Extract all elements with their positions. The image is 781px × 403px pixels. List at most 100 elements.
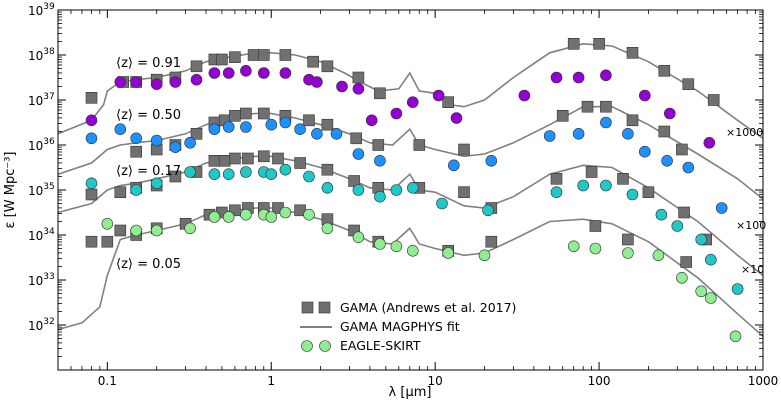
eagle-point (447, 159, 460, 172)
legend-eagle-marker-2 (319, 340, 331, 352)
gama-point (208, 155, 221, 167)
gama-point (169, 170, 182, 183)
eagle-point (184, 137, 196, 149)
y-tick-label: 1033 (28, 272, 55, 288)
eagle-point (715, 202, 728, 214)
gama-point (229, 204, 241, 217)
gama-point (101, 235, 114, 248)
eagle-point (279, 116, 292, 129)
eagle-point (704, 253, 717, 266)
eagle-point (482, 204, 494, 217)
gama-point (374, 87, 386, 100)
eagle-point (150, 78, 163, 90)
gama-point (85, 235, 98, 248)
gama-point (257, 49, 270, 61)
gama-point (682, 78, 695, 90)
gama-point (485, 235, 498, 248)
gama-point (257, 107, 270, 120)
eagle-point (622, 247, 634, 259)
eagle-point (703, 137, 716, 149)
gama-point (676, 143, 688, 156)
eagle-point (130, 132, 142, 145)
scale-factor-label: ×100 (736, 219, 766, 232)
eagle-point (303, 170, 315, 183)
eagle-point (655, 208, 668, 221)
legend-eagle-marker-1 (301, 340, 313, 352)
eagle-point (222, 211, 235, 223)
gama-point (247, 49, 260, 61)
gama-point (567, 37, 580, 50)
eagle-point (518, 89, 531, 102)
gama-point (114, 186, 127, 198)
gama-point (216, 53, 228, 66)
eagle-point (572, 128, 585, 140)
eagle-point (550, 186, 563, 198)
eagle-point (240, 121, 252, 133)
eagle-point (600, 179, 612, 192)
x-tick-label: 1 (267, 374, 275, 388)
gama-point (218, 155, 231, 167)
eagle-point (321, 222, 334, 235)
eagle-point (374, 238, 386, 250)
gama-point (617, 173, 629, 185)
eagle-point (265, 211, 278, 223)
gama-point (372, 139, 385, 151)
eagle-point (208, 168, 221, 180)
eagle-point (85, 132, 98, 145)
gama-point (229, 110, 241, 122)
gama-point (678, 206, 690, 219)
eagle-point (150, 177, 163, 190)
gama-point (458, 186, 470, 198)
eagle-point (622, 128, 634, 140)
gama-point (321, 60, 334, 73)
gama-point (352, 71, 365, 84)
gama-point (658, 125, 671, 138)
eagle-point (336, 80, 348, 93)
gama-point (85, 92, 98, 104)
legend-gama-marker-2 (318, 301, 331, 314)
eagle-point (577, 179, 590, 192)
eagle-point (311, 76, 323, 88)
gama-point (585, 166, 598, 178)
gama-point (680, 256, 693, 268)
eagle-point (695, 233, 708, 246)
label-layer: ⟨z⟩ = 0.91 ×1000 ⟨z⟩ = 0.50 ×100 ⟨z⟩ = 0.17 ×… (116, 56, 766, 276)
gama-point (240, 107, 252, 120)
eagle-point (432, 89, 445, 102)
gama-point (589, 220, 602, 232)
eagle-point (130, 184, 142, 196)
eagle-point (638, 89, 651, 102)
y-tick-label: 1039 (28, 2, 55, 18)
eagle-point (311, 128, 323, 140)
eagle-point (390, 184, 403, 196)
legend-eagle-label: EAGLE-SKIRT (340, 338, 421, 353)
eagle-point (208, 67, 221, 79)
eagle-point (257, 67, 270, 79)
eagle-point (222, 67, 235, 79)
series-layer (57, 37, 764, 343)
eagle-point (729, 330, 742, 343)
eagle-point (682, 161, 695, 174)
eagle-point (222, 121, 235, 133)
eagle-point (101, 218, 114, 230)
eagle-point (442, 247, 455, 259)
eagle-point (130, 76, 142, 88)
eagle-point (406, 96, 419, 108)
y-tick-label: 1037 (28, 92, 55, 108)
eagle-point (390, 240, 403, 253)
eagle-point (567, 240, 580, 253)
gama-point (190, 128, 203, 140)
eagle-point (352, 83, 365, 95)
gama-point (321, 118, 334, 131)
eagle-point (626, 188, 639, 201)
eagle-point (406, 182, 419, 194)
gama-point (303, 114, 315, 127)
gama-point (626, 46, 639, 59)
y-tick-label: 1038 (28, 47, 55, 63)
x-tick-label: 0.1 (98, 374, 117, 388)
eagle-point (150, 134, 163, 147)
eagle-point (279, 163, 292, 176)
gama-point (413, 139, 426, 151)
legend-gama-marker-1 (301, 301, 314, 314)
